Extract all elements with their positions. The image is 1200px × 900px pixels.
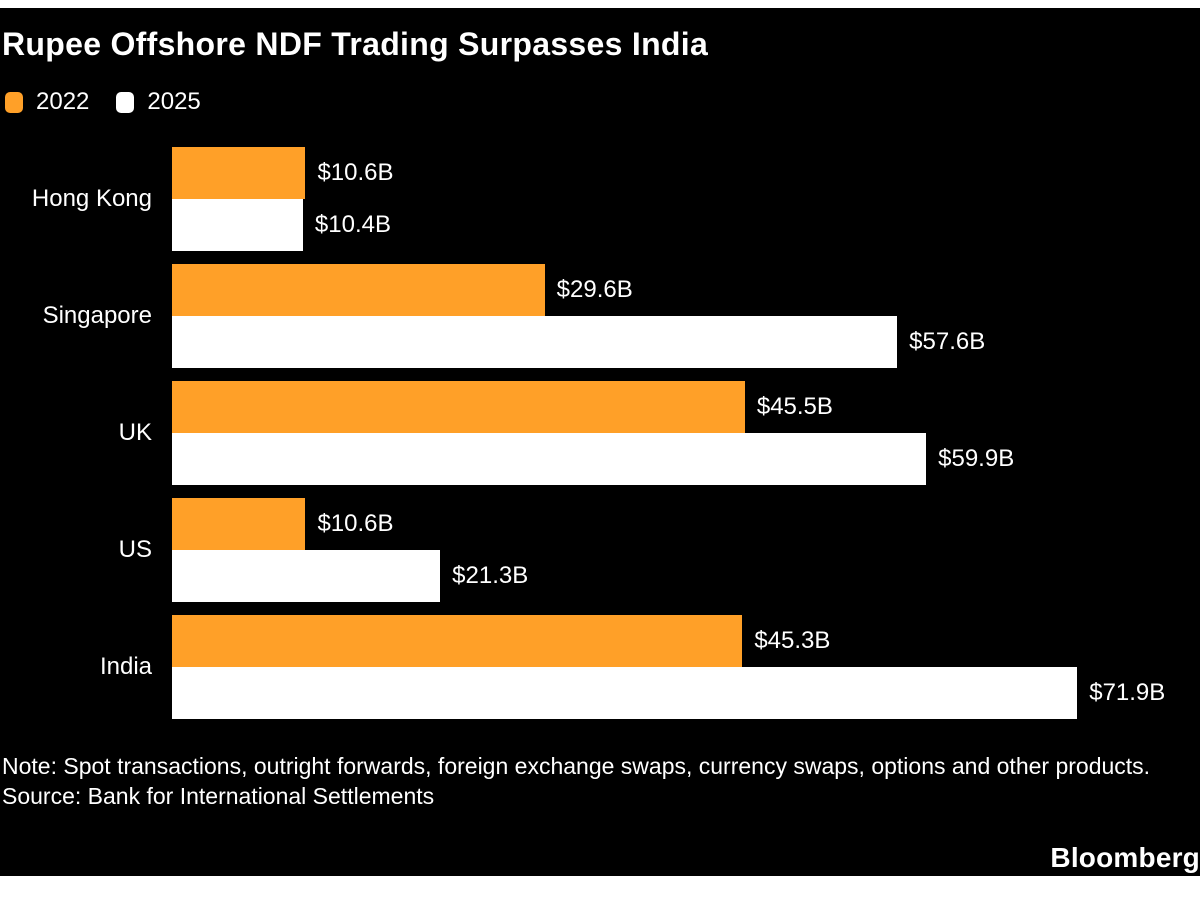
legend-label-2022: 2022	[36, 88, 90, 115]
category-label: Hong Kong	[31, 185, 152, 212]
bar-chart: Hong Kong $10.6B $10.4B Singapore $29.6B $57.…	[0, 147, 1200, 728]
bar-2022	[172, 264, 545, 316]
legend-swatch-2025-icon	[116, 91, 135, 113]
legend-item-2025: 2025	[116, 88, 201, 116]
chart-source: Source: Bank for International Settlemen…	[2, 783, 435, 809]
bar-row: UK $45.5B $59.9B	[0, 381, 1200, 485]
chart-footer: Note: Spot transactions, outright forwar…	[2, 751, 1182, 811]
value-label-2025: $59.9B	[938, 445, 1015, 472]
bar-2022	[172, 147, 306, 199]
bar-2022	[172, 615, 743, 667]
category-label: India	[99, 653, 152, 680]
value-label-2025: $21.3B	[452, 562, 529, 589]
value-label-2022: $10.6B	[317, 510, 394, 537]
chart-card: Rupee Offshore NDF Trading Surpasses Ind…	[0, 8, 1200, 876]
bar-2022	[172, 381, 745, 433]
value-label-2025: $57.6B	[909, 328, 986, 355]
value-label-2025: $10.4B	[314, 211, 391, 238]
value-label-2022: $45.3B	[754, 627, 831, 654]
bar-row: US $10.6B $21.3B	[0, 498, 1200, 602]
legend: 2022 2025	[5, 88, 201, 116]
value-label-2022: $29.6B	[556, 276, 633, 303]
bar-2022	[172, 498, 306, 550]
value-label-2022: $10.6B	[317, 159, 394, 186]
legend-swatch-2022-icon	[5, 91, 23, 113]
legend-label-2025: 2025	[147, 88, 201, 115]
category-label: US	[118, 536, 152, 563]
bar-2025	[172, 667, 1078, 719]
bar-row: Singapore $29.6B $57.6B	[0, 264, 1200, 368]
chart-title: Rupee Offshore NDF Trading Surpasses Ind…	[2, 26, 709, 62]
legend-item-2022: 2022	[5, 88, 89, 116]
bar-2025	[172, 199, 303, 251]
category-label: Singapore	[42, 302, 152, 329]
chart-note: Note: Spot transactions, outright forwar…	[2, 753, 1151, 779]
bloomberg-logo: Bloomberg	[1050, 842, 1200, 873]
bar-2025	[172, 433, 927, 485]
value-label-2025: $71.9B	[1089, 679, 1166, 706]
bar-2025	[172, 316, 898, 368]
bar-row: India $45.3B $71.9B	[0, 615, 1200, 719]
bar-row: Hong Kong $10.6B $10.4B	[0, 147, 1200, 251]
category-label: UK	[118, 419, 152, 446]
bar-2025	[172, 550, 441, 602]
value-label-2022: $45.5B	[756, 393, 833, 420]
